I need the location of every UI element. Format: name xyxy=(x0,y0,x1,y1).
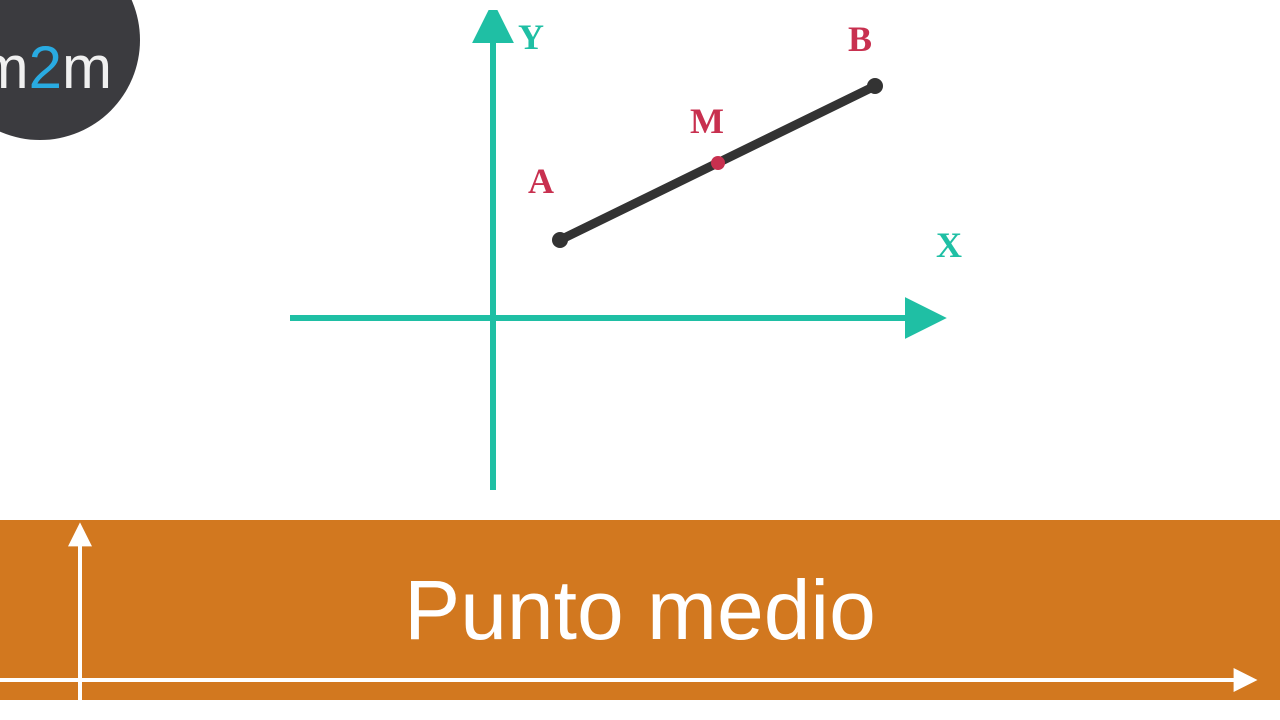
x-axis-label: X xyxy=(936,224,962,266)
label-m: M xyxy=(690,100,724,142)
point-m xyxy=(711,156,725,170)
point-a xyxy=(552,232,568,248)
title-banner: Punto medio xyxy=(0,520,1280,700)
banner-title: Punto medio xyxy=(404,562,876,659)
point-b xyxy=(867,78,883,94)
y-axis-label: Y xyxy=(518,16,544,58)
midpoint-diagram: Y X A M B xyxy=(260,10,980,500)
logo-m1: m xyxy=(0,34,29,101)
logo-badge: m2m xyxy=(0,0,140,140)
diagram-svg xyxy=(260,10,980,500)
logo-2: 2 xyxy=(29,34,62,101)
logo-m2: m xyxy=(62,34,112,101)
label-b: B xyxy=(848,18,872,60)
logo-text: m2m xyxy=(0,38,112,98)
label-a: A xyxy=(528,160,554,202)
